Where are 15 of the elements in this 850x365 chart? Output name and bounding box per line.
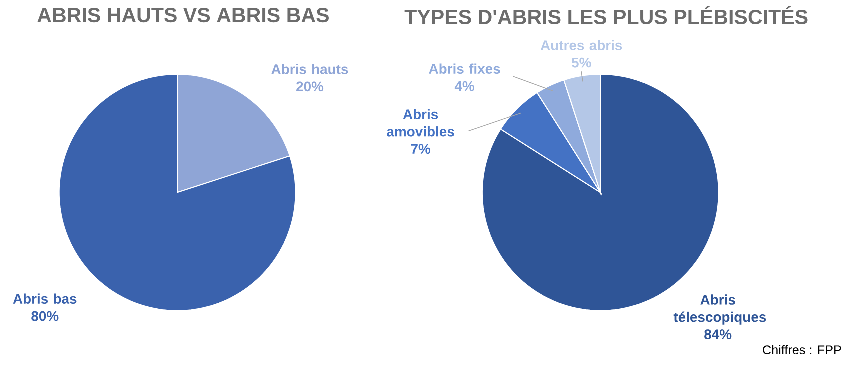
slice-label: Abris bas — [13, 294, 77, 304]
data-label: 84% — [704, 330, 732, 340]
slice-label: Abris fixes — [429, 64, 500, 74]
chart-title: TYPES D'ABRIS LES PLUS PLÉBISCITÉS — [404, 6, 808, 25]
data-label: 20% — [296, 82, 324, 92]
chart-title: ABRIS HAUTS VS ABRIS BAS — [38, 8, 329, 23]
slice-label: Abris amovibles — [387, 109, 454, 137]
slice-label: Abris télescopiques — [674, 294, 766, 325]
slice-label: Abris hauts — [272, 64, 348, 74]
data-label: 5% — [572, 58, 592, 68]
slice-label: Autres abris — [540, 40, 622, 50]
text: Chiffres : FPP — [763, 345, 842, 355]
data-label: 4% — [454, 81, 474, 92]
data-label: 80% — [32, 311, 59, 322]
data-label: 7% — [411, 144, 430, 154]
